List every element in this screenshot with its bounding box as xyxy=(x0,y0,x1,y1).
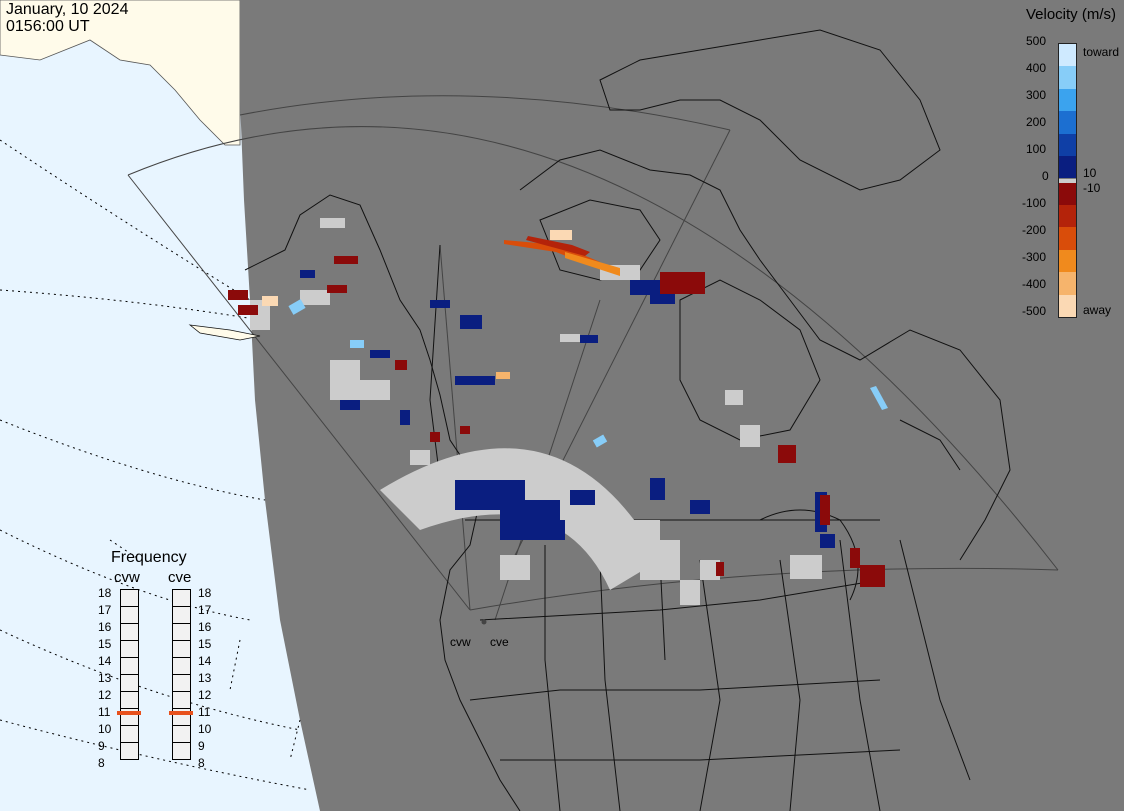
frequency-cell xyxy=(121,590,138,607)
frequency-scale-label: 17 xyxy=(98,603,112,617)
frequency-scale-label: 11 xyxy=(198,705,211,719)
colorbar-tick-label: 100 xyxy=(1026,142,1047,156)
colorbar-tick-label: -200 xyxy=(1022,223,1047,237)
graticule-dotted xyxy=(0,139,311,791)
frequency-title: Frequency xyxy=(111,549,187,566)
velocity-colorbar xyxy=(1058,43,1077,318)
colorbar-segment xyxy=(1059,133,1076,157)
frequency-cell xyxy=(121,607,138,624)
frequency-scale-label: 17 xyxy=(198,603,212,617)
colorbar-tick-label: 10 xyxy=(1083,166,1097,180)
frequency-scale-label: 12 xyxy=(198,688,212,702)
ground-scatter xyxy=(250,218,822,605)
frequency-radar-label-cve: cve xyxy=(168,569,192,586)
colorbar-segment xyxy=(1059,272,1076,295)
colorbar-tick-label: 500 xyxy=(1026,34,1047,48)
frequency-scale-label: 8 xyxy=(198,756,205,770)
frequency-marker-cve xyxy=(169,711,193,715)
colorbar-tick-label: 0 xyxy=(1042,169,1049,183)
frequency-scale-label: 15 xyxy=(98,637,112,651)
frequency-radar-label-cvw: cvw xyxy=(114,569,140,586)
frequency-cell xyxy=(173,624,190,641)
colorbar-tick-label: 200 xyxy=(1026,115,1047,129)
aleutian-island xyxy=(188,324,261,341)
colorbar-segment xyxy=(1059,249,1076,273)
frequency-cell xyxy=(121,692,138,709)
time-label: 0156:00 UT xyxy=(6,18,90,35)
frequency-cell xyxy=(121,641,138,658)
radar-label-cve: cve xyxy=(490,635,509,649)
frequency-cell xyxy=(173,726,190,743)
frequency-marker-cvw xyxy=(117,711,141,715)
frequency-scale-label: 10 xyxy=(98,722,112,736)
frequency-scale-label: 13 xyxy=(198,671,212,685)
frequency-scale-label: 15 xyxy=(198,637,212,651)
radar-site xyxy=(481,619,487,625)
colorbar-tick-label: -500 xyxy=(1022,304,1047,318)
radar-label-cvw: cvw xyxy=(450,635,471,649)
velocity-cells-fast-toward xyxy=(288,299,888,448)
frequency-scale-label: 16 xyxy=(98,620,112,634)
colorbar-segment xyxy=(1059,66,1076,89)
frequency-cell xyxy=(173,709,190,726)
colorbar-segment xyxy=(1059,88,1076,112)
frequency-cell xyxy=(121,743,138,760)
colorbar-segment xyxy=(1059,44,1076,67)
colorbar-tick-label: 300 xyxy=(1026,88,1047,102)
colorbar-segment xyxy=(1059,111,1076,134)
frequency-scale-cve xyxy=(172,589,191,760)
frequency-cell xyxy=(173,641,190,658)
colorbar-tick-label: -10 xyxy=(1083,181,1101,195)
frequency-cell xyxy=(121,658,138,675)
velocity-cells-away xyxy=(228,256,885,587)
colorbar-segment xyxy=(1059,294,1076,317)
frequency-cell xyxy=(121,624,138,641)
frequency-cell xyxy=(121,726,138,743)
frequency-scale-label: 18 xyxy=(198,586,212,600)
colorbar-tick-label: -400 xyxy=(1022,277,1047,291)
frequency-scale-label: 16 xyxy=(198,620,212,634)
colorbar-segment xyxy=(1059,182,1076,205)
frequency-scale-label: 13 xyxy=(98,671,112,685)
frequency-scale-label: 9 xyxy=(98,739,105,753)
frequency-cell xyxy=(173,675,190,692)
velocity-cells-fast-away xyxy=(262,230,620,379)
frequency-cell xyxy=(173,607,190,624)
frequency-cell xyxy=(173,590,190,607)
frequency-scale-label: 12 xyxy=(98,688,112,702)
frequency-scale-label: 11 xyxy=(98,705,111,719)
frequency-cell xyxy=(121,709,138,726)
frequency-scale-label: 18 xyxy=(98,586,112,600)
frequency-scale-label: 10 xyxy=(198,722,212,736)
toward-label: toward xyxy=(1083,45,1120,59)
frequency-scale-cvw xyxy=(120,589,139,760)
colorbar-tick-label: -300 xyxy=(1022,250,1047,264)
frequency-scale-label: 9 xyxy=(198,739,205,753)
frequency-cell xyxy=(173,658,190,675)
frequency-scale-label: 14 xyxy=(98,654,112,668)
colorbar-segment xyxy=(1059,227,1076,250)
legend-title: Velocity (m/s) xyxy=(1025,6,1116,23)
colorbar-segment xyxy=(1059,156,1076,179)
frequency-scale-label: 14 xyxy=(198,654,212,668)
frequency-cell xyxy=(173,743,190,760)
colorbar-tick-label: 400 xyxy=(1026,61,1047,75)
frequency-cell xyxy=(121,675,138,692)
alaska-land xyxy=(0,0,241,146)
colorbar-tick-label: -100 xyxy=(1022,196,1047,210)
night-region xyxy=(240,0,1124,811)
frequency-scale-label: 8 xyxy=(98,756,105,770)
frequency-cell xyxy=(173,692,190,709)
colorbar-segment xyxy=(1059,204,1076,228)
velocity-cells-toward xyxy=(300,270,835,548)
colorbar-zero-band xyxy=(1059,178,1076,183)
away-label: away xyxy=(1083,303,1112,317)
date-label: January, 10 2024 xyxy=(6,1,129,18)
